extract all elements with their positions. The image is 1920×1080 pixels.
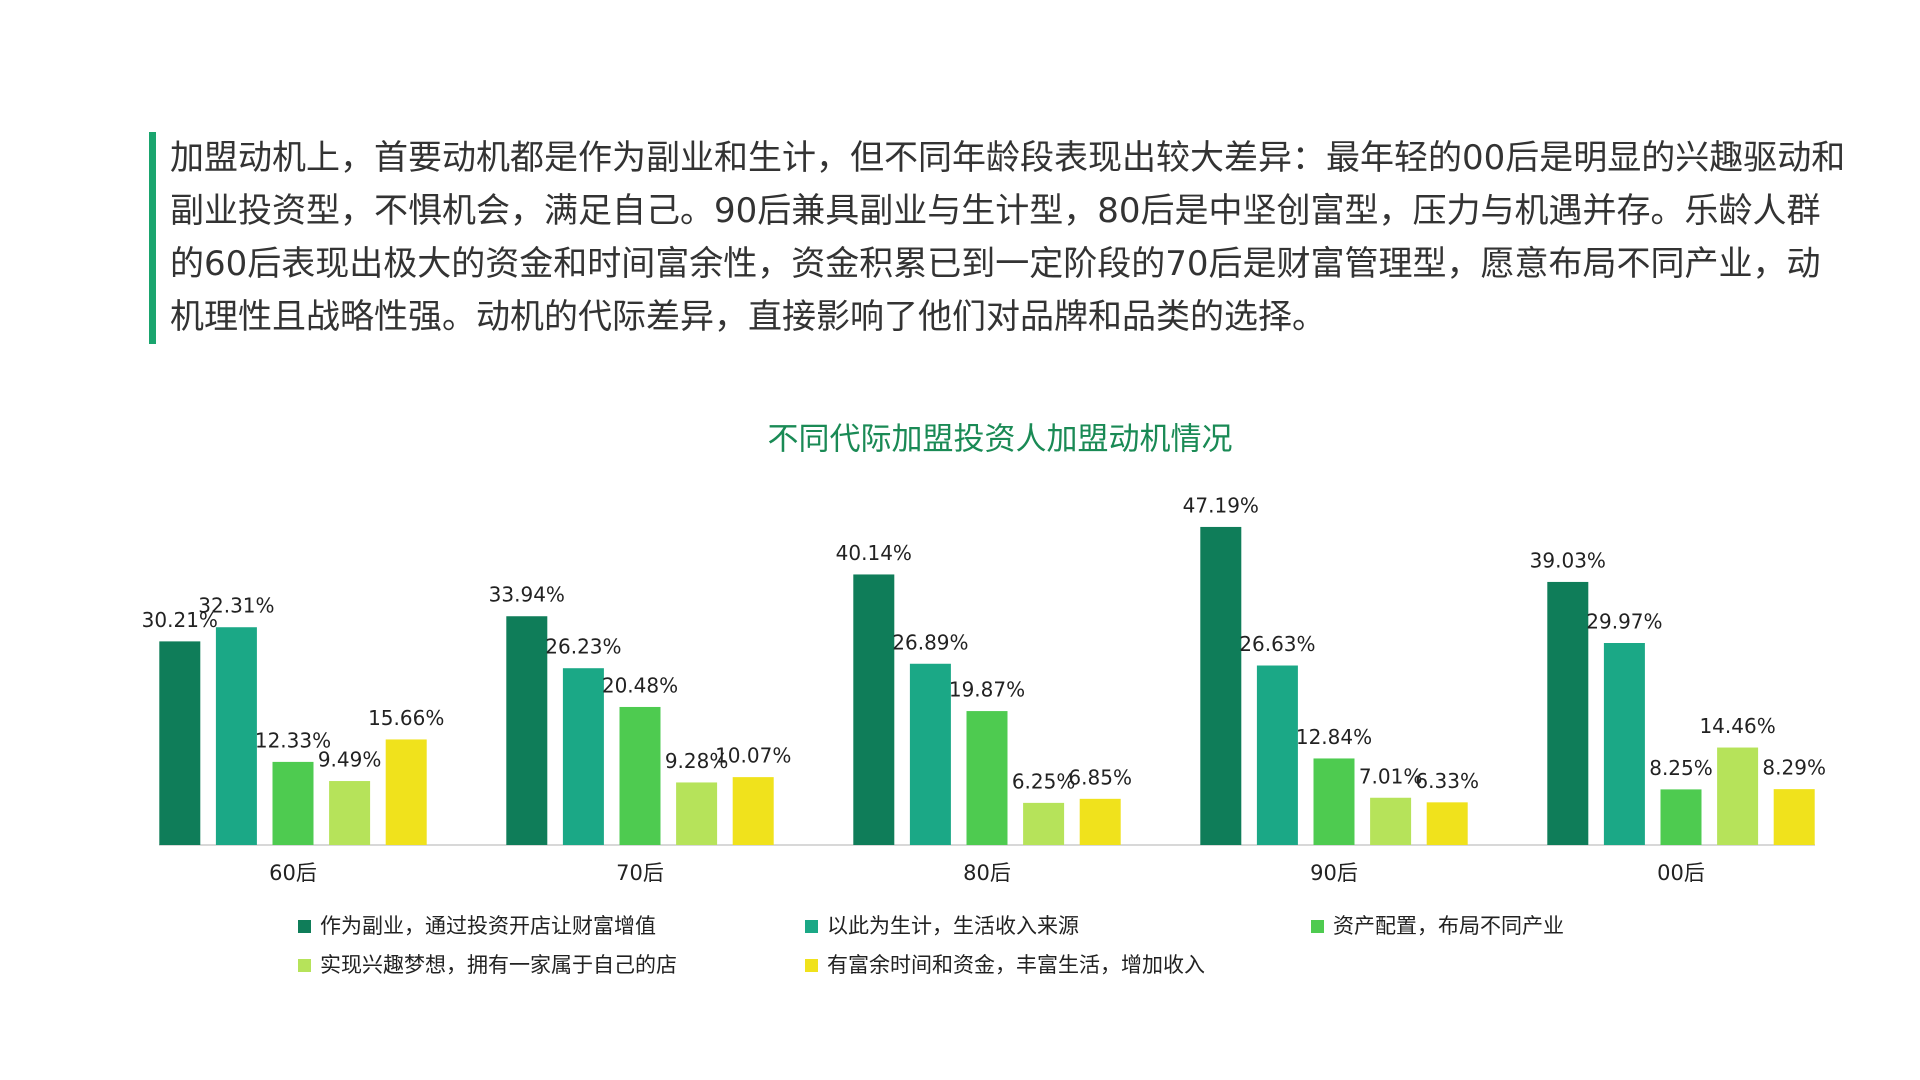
x-tick-label: 00后	[1657, 861, 1705, 885]
value-label: 26.23%	[545, 635, 621, 659]
bar	[1370, 797, 1412, 845]
x-tick-label: 70后	[616, 861, 664, 885]
bar	[385, 739, 427, 845]
x-tick-label: 90后	[1310, 861, 1358, 885]
bar	[1660, 789, 1702, 845]
bar	[1023, 802, 1065, 845]
bar	[619, 706, 661, 845]
x-tick-label: 60后	[269, 861, 317, 885]
value-label: 6.85%	[1068, 765, 1132, 789]
legend-label: 有富余时间和资金，丰富生活，增加收入	[827, 953, 1205, 977]
bar	[1313, 758, 1355, 845]
value-label: 9.49%	[318, 748, 382, 772]
bar	[909, 663, 951, 845]
legend-label: 实现兴趣梦想，拥有一家属于自己的店	[320, 953, 677, 977]
legend-label: 资产配置，布局不同产业	[1333, 914, 1564, 938]
value-label: 29.97%	[1586, 610, 1662, 634]
x-tick-label: 80后	[963, 861, 1011, 885]
value-label: 30.21%	[142, 608, 218, 632]
value-label: 39.03%	[1530, 548, 1606, 572]
bar	[1547, 581, 1589, 845]
bar	[272, 761, 314, 845]
bar	[1717, 747, 1759, 845]
bar	[966, 711, 1008, 845]
value-label: 9.28%	[665, 749, 729, 773]
bar	[1773, 789, 1815, 845]
bar	[1200, 526, 1242, 845]
value-label: 8.29%	[1762, 756, 1826, 780]
value-label: 26.63%	[1239, 632, 1315, 656]
value-label: 47.19%	[1183, 493, 1259, 517]
value-label: 6.33%	[1415, 769, 1479, 793]
bar	[329, 781, 371, 845]
value-label: 12.33%	[255, 728, 331, 752]
intro-paragraph: 加盟动机上，首要动机都是作为副业和生计，但不同年龄段表现出较大差异：最年轻的00…	[149, 132, 1850, 344]
value-label: 14.46%	[1699, 714, 1775, 738]
value-label: 20.48%	[602, 673, 678, 697]
bar	[1256, 665, 1298, 845]
legend-swatch	[1311, 920, 1324, 933]
bar	[562, 668, 604, 845]
bar	[1603, 643, 1645, 845]
bar	[159, 641, 201, 845]
bar	[215, 627, 257, 845]
bar	[676, 782, 718, 845]
bar	[506, 616, 548, 845]
value-label: 26.89%	[892, 630, 968, 654]
bar	[1079, 798, 1121, 845]
legend-swatch	[298, 959, 311, 972]
value-label: 15.66%	[368, 706, 444, 730]
bar	[732, 777, 774, 845]
value-label: 19.87%	[949, 678, 1025, 702]
legend-swatch	[805, 920, 818, 933]
value-label: 32.31%	[198, 594, 274, 618]
legend-label: 以此为生计，生活收入来源	[827, 914, 1079, 938]
value-label: 7.01%	[1359, 764, 1423, 788]
legend-label: 作为副业，通过投资开店让财富增值	[320, 914, 656, 938]
legend-swatch	[805, 959, 818, 972]
value-label: 33.94%	[489, 583, 565, 607]
value-label: 8.25%	[1649, 756, 1713, 780]
value-label: 10.07%	[715, 744, 791, 768]
value-label: 6.25%	[1012, 769, 1076, 793]
chart-title: 不同代际加盟投资人加盟动机情况	[768, 422, 1233, 458]
bar	[1426, 802, 1468, 845]
legend-swatch	[298, 920, 311, 933]
value-label: 40.14%	[836, 541, 912, 565]
bar	[853, 574, 895, 845]
value-label: 12.84%	[1296, 725, 1372, 749]
